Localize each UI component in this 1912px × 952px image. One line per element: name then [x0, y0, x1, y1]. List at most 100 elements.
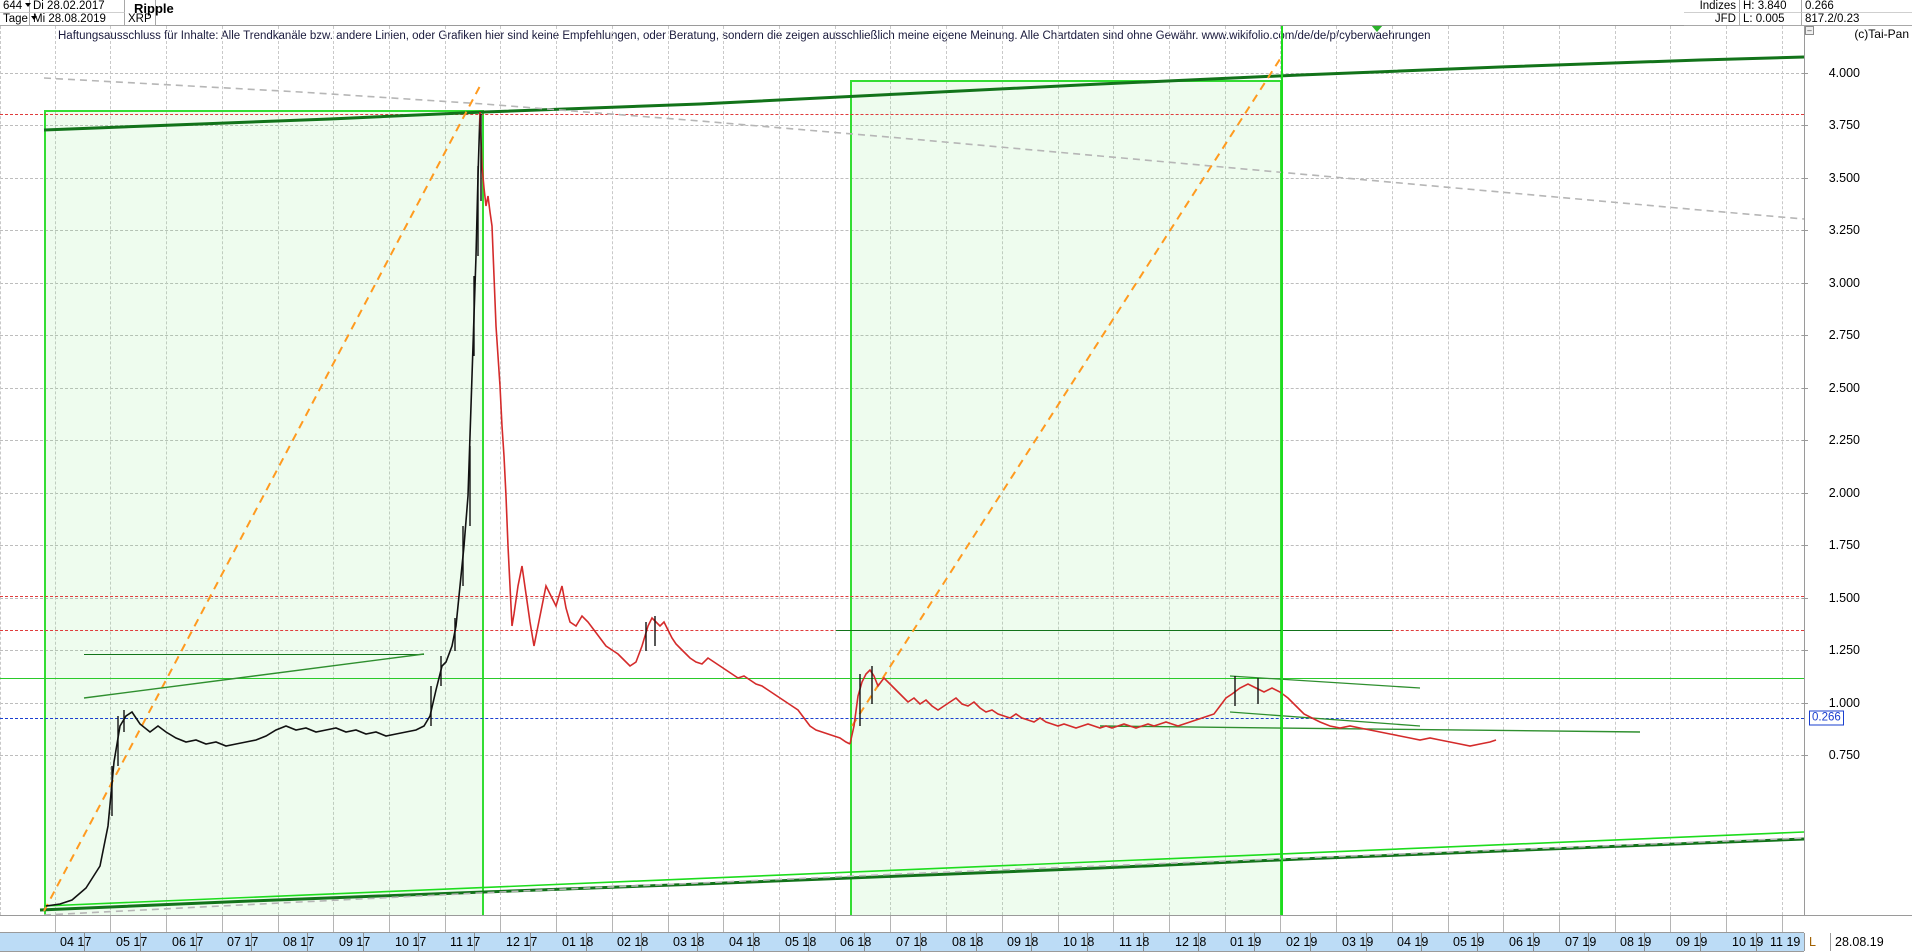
date-to-field[interactable]: Mi 28.08.2019 — [30, 13, 125, 26]
time-axis[interactable]: 04 17 05 17 06 17 07 17 08 17 09 17 10 1… — [0, 915, 1912, 952]
xaxis-separator — [697, 933, 698, 951]
drawn-level-0780 — [836, 630, 1392, 631]
support-green-zone1 — [83, 653, 425, 699]
xtick-mark — [333, 916, 334, 932]
chevron-down-icon — [30, 16, 37, 20]
price-axis[interactable]: (c)Tai-Pan – 4.000 3.750 3.500 3.250 3.0… — [1802, 26, 1912, 915]
resistance-line-3840 — [0, 114, 1804, 115]
ytick-label: 2.250 — [1828, 432, 1860, 447]
xaxis-separator — [641, 933, 642, 951]
gridline-v — [389, 26, 390, 915]
xtick-label: 02 19 — [1286, 935, 1318, 949]
ytick-mark — [1802, 73, 1808, 74]
ytick-mark — [1802, 703, 1808, 704]
xtick-mark — [723, 916, 724, 932]
ytick-label: 0.750 — [1828, 747, 1860, 762]
ytick-mark — [1802, 230, 1808, 231]
xtick-mark — [1615, 916, 1616, 932]
xtick-mark — [1113, 916, 1114, 932]
xaxis-separator — [1366, 933, 1367, 951]
axis-end-date-label: 28.08.19 — [1830, 933, 1912, 951]
xtick-label: 03 18 — [673, 935, 705, 949]
trendline-green-lower — [39, 837, 1804, 912]
gridline-v — [890, 26, 891, 915]
ytick-label: 2.500 — [1828, 380, 1860, 395]
xtick-mark — [1225, 916, 1226, 932]
gridline-h — [0, 73, 1804, 74]
xtick-mark — [1336, 916, 1337, 932]
date-from-field[interactable]: Di 28.02.2017 — [30, 0, 125, 13]
gridline-h — [0, 598, 1804, 599]
xtick-label: 05 18 — [785, 935, 817, 949]
gridline-h — [0, 440, 1804, 441]
gridline-v — [1782, 26, 1783, 915]
axis-collapse-button[interactable]: – — [1805, 26, 1814, 35]
ytick-label: 3.000 — [1828, 275, 1860, 290]
xtick-mark — [779, 916, 780, 932]
gridline-v — [779, 26, 780, 915]
xtick-mark — [445, 916, 446, 932]
gridline-v — [1615, 26, 1616, 915]
trendline-green-upper — [43, 55, 1804, 132]
bars-count-selector[interactable]: 644 — [0, 0, 32, 13]
xtick-mark — [1002, 916, 1003, 932]
ytick-label: 1.750 — [1828, 537, 1860, 552]
ytick-mark — [1802, 283, 1808, 284]
gridline-v — [556, 26, 557, 915]
xaxis-separator — [1421, 933, 1422, 951]
gridline-v — [55, 26, 56, 915]
xaxis-separator — [1700, 933, 1701, 951]
xtick-mark — [1782, 916, 1783, 932]
instrument-title: Ripple — [134, 1, 174, 16]
interval-selector[interactable]: Tage — [0, 13, 37, 26]
xtick-mark — [835, 916, 836, 932]
ytick-label: 3.500 — [1828, 170, 1860, 185]
ytick-mark — [1802, 598, 1808, 599]
symbol-field[interactable]: XRP — [125, 13, 156, 26]
volume-ratio-value: 817.2/0.23 — [1802, 13, 1912, 26]
xaxis-separator — [1588, 933, 1589, 951]
gridline-v — [166, 26, 167, 915]
xaxis-separator — [363, 933, 364, 951]
ytick-mark — [1802, 178, 1808, 179]
gridline-h — [0, 388, 1804, 389]
price-chart-plot-area[interactable]: Haftungsausschluss für Inhalte: Alle Tre… — [0, 26, 1804, 915]
ytick-label: 1.500 — [1828, 590, 1860, 605]
xaxis-separator — [1644, 933, 1645, 951]
xaxis-separator — [251, 933, 252, 951]
ytick-label: 2.000 — [1828, 485, 1860, 500]
xaxis-separator — [530, 933, 531, 951]
xtick-label: 07 19 — [1565, 935, 1597, 949]
gridline-v — [1392, 26, 1393, 915]
xtick-mark — [556, 916, 557, 932]
gridline-v — [110, 26, 111, 915]
gridline-h — [0, 178, 1804, 179]
xaxis-separator — [1198, 933, 1199, 951]
xaxis-separator — [1477, 933, 1478, 951]
ytick-mark — [1802, 545, 1808, 546]
ytick-label: 4.000 — [1828, 65, 1860, 80]
xaxis-separator — [1254, 933, 1255, 951]
gridline-v — [723, 26, 724, 915]
gridline-v — [1058, 26, 1059, 915]
xaxis-separator — [307, 933, 308, 951]
xtick-mark — [166, 916, 167, 932]
axis-mode-indicator[interactable]: L — [1804, 933, 1830, 951]
xtick-label: 11 17 — [450, 935, 481, 949]
xtick-label: 03 19 — [1342, 935, 1374, 949]
gridline-v — [1002, 26, 1003, 915]
xtick-mark — [222, 916, 223, 932]
xaxis-separator — [140, 933, 141, 951]
xtick-label: 08 19 — [1620, 935, 1652, 949]
xtick-label: 10 18 — [1063, 935, 1095, 949]
xtick-mark — [1169, 916, 1170, 932]
drawn-level-0520 — [84, 654, 424, 655]
xtick-label: 01 19 — [1230, 935, 1262, 949]
gridline-v — [278, 26, 279, 915]
gridline-v — [1503, 26, 1504, 915]
gridline-v — [445, 26, 446, 915]
period-high-value: H: 3.840 — [1740, 0, 1802, 13]
gridline-v — [0, 26, 1, 915]
current-price-tag: 0.266 — [1809, 710, 1844, 726]
support-line-0500 — [0, 678, 1804, 679]
